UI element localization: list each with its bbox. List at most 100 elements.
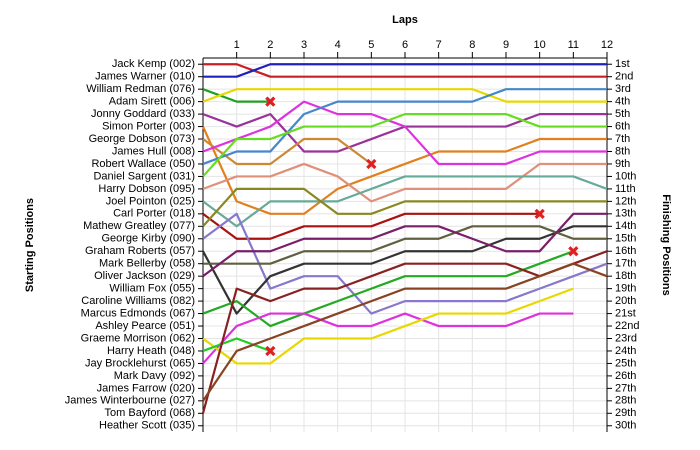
series-line (202, 88, 607, 103)
y-tick-label: James Hull (008) (112, 145, 195, 157)
y2-tick-label: 20th (615, 295, 636, 307)
series-line (203, 63, 607, 78)
y2-tick-label: 2nd (615, 71, 633, 83)
y2-tick-label: 19th (615, 283, 636, 295)
series-line (202, 100, 607, 166)
x-tick-label: 6 (402, 39, 408, 51)
series-line (202, 88, 271, 103)
y2-tick-label: 10th (615, 170, 636, 182)
y2-tick-label: 13th (615, 208, 636, 220)
y2-tick-label: 7th (615, 133, 630, 145)
series-line (202, 187, 607, 228)
y-tick-label: Simon Porter (003) (102, 120, 195, 132)
y-tick-label: Jack Kemp (002) (112, 58, 195, 70)
y2-tick-label: 24th (615, 345, 636, 357)
y2-tick-label: 28th (615, 395, 636, 407)
y-tick-label: Jay Brocklehurst (065) (85, 357, 195, 369)
y-tick-label: George Dobson (073) (89, 133, 195, 145)
series-line (202, 250, 574, 328)
y2-tick-label: 5th (615, 108, 630, 120)
x-tick-label: 12 (601, 39, 613, 51)
series-line (202, 225, 607, 315)
y2-tick-label: 9th (615, 158, 630, 170)
series-line (202, 337, 271, 352)
y2-tick-label: 8th (615, 145, 630, 157)
y-tick-label: Harry Heath (048) (107, 345, 195, 357)
retired-marker (265, 96, 276, 107)
series-line (202, 262, 608, 402)
y2-tick-label: 29th (615, 407, 636, 419)
y-tick-label: Adam Sirett (006) (109, 96, 195, 108)
x-tick-label: 3 (301, 39, 307, 51)
retired-marker (534, 208, 545, 219)
y-tick-label: Heather Scott (035) (99, 420, 195, 432)
y2-tick-label: 12th (615, 195, 636, 207)
x-tick-label: 2 (267, 39, 273, 51)
y-tick-label: George Kirby (090) (101, 233, 195, 245)
series-line (202, 212, 540, 240)
series-line (202, 212, 607, 278)
y-axis-label: Starting Positions (24, 198, 36, 292)
retired-marker (366, 158, 377, 170)
y-tick-label: Ashley Pearce (051) (95, 320, 195, 332)
y2-tick-label: 22nd (615, 320, 639, 332)
y2-tick-label: 18th (615, 270, 636, 282)
y-tick-label: Marcus Edmonds (067) (81, 307, 195, 319)
series-line (202, 312, 574, 365)
y2-tick-label: 27th (615, 382, 636, 394)
y-tick-label: Robert Wallace (050) (91, 158, 195, 170)
y-tick-label: Graham Roberts (057) (85, 245, 195, 257)
y2-tick-label: 26th (615, 370, 636, 382)
series-line (202, 212, 608, 315)
y2-tick-label: 30th (615, 420, 636, 432)
y-tick-label: Joel Pointon (025) (106, 195, 195, 207)
series-line (202, 287, 574, 365)
retired-marker (265, 345, 276, 357)
y-tick-label: Oliver Jackson (029) (94, 270, 195, 282)
y-tick-label: Harry Dobson (095) (98, 183, 195, 195)
y-tick-label: Caroline Williams (082) (81, 295, 195, 307)
y2-tick-label: 4th (615, 96, 630, 108)
series-line (203, 225, 607, 265)
y-tick-label: James Winterbourne (027) (65, 395, 195, 407)
x-axis-label: Laps (392, 14, 418, 26)
y-tick-label: Graeme Morrison (062) (81, 332, 195, 344)
y2-tick-label: 6th (615, 120, 630, 132)
series-line (202, 113, 607, 178)
y2-tick-label: 16th (615, 245, 636, 257)
y-tick-label: William Fox (055) (109, 283, 195, 295)
y2-tick-label: 15th (615, 233, 636, 245)
x-tick-label: 4 (335, 39, 341, 51)
y-tick-label: James Warner (010) (95, 71, 195, 83)
series-line (201, 126, 607, 215)
x-tick-label: 11 (568, 39, 579, 51)
y2-tick-label: 1st (615, 58, 630, 70)
y-tick-label: Mathew Greatley (077) (83, 220, 195, 232)
y-tick-label: James Farrow (020) (97, 382, 195, 394)
y2-tick-label: 21st (615, 307, 636, 319)
y2-tick-label: 3rd (615, 83, 631, 95)
y2-tick-label: 11th (615, 183, 636, 195)
series-line (203, 63, 607, 78)
y-tick-label: Carl Porter (018) (113, 208, 195, 220)
retired-marker (568, 246, 579, 257)
x-tick-label: 5 (368, 39, 374, 51)
y2-tick-label: 17th (615, 258, 636, 270)
x-tick-label: 8 (469, 39, 475, 51)
y2-axis-label: Finishing Positions (660, 194, 672, 295)
x-tick-label: 7 (436, 39, 442, 51)
y-tick-label: Daniel Sargent (031) (93, 170, 195, 182)
y-tick-label: Mark Davy (092) (114, 370, 195, 382)
y-tick-label: Jonny Goddard (033) (91, 108, 195, 120)
y-tick-label: William Redman (076) (86, 83, 195, 95)
series-line (202, 88, 607, 165)
x-tick-label: 1 (234, 39, 240, 51)
y2-tick-label: 25th (615, 357, 636, 369)
series-line (202, 175, 608, 228)
series-line (202, 162, 607, 203)
y2-tick-label: 23rd (615, 332, 637, 344)
y2-tick-label: 14th (615, 220, 636, 232)
x-tick-label: 10 (534, 39, 546, 51)
